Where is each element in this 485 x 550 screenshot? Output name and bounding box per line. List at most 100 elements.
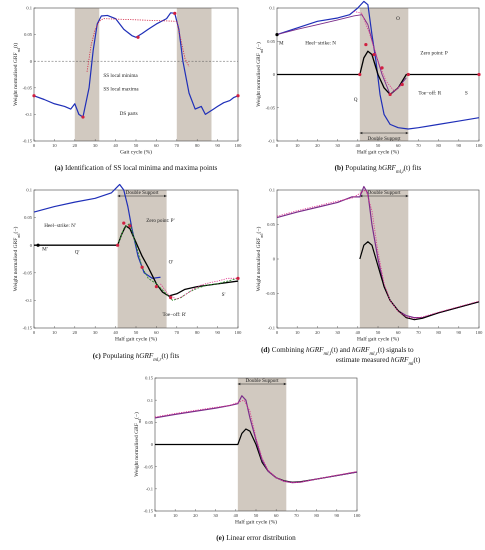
x-tick-label: 10 <box>173 513 178 518</box>
band-label: Double Support <box>246 378 280 384</box>
data-point <box>136 35 140 39</box>
data-point <box>380 66 384 70</box>
y-axis-label-sub: ml <box>137 418 142 423</box>
data-point <box>36 243 40 247</box>
caption-end3: (t) <box>413 356 420 364</box>
shaded-band <box>359 190 409 328</box>
caption-math3: hGRF <box>391 356 409 364</box>
x-tick-label: 60 <box>154 143 159 148</box>
series-line <box>154 399 358 484</box>
series-line <box>33 183 161 279</box>
data-point <box>236 276 240 280</box>
chart-panel-b: Double Support 0 10 20 30 40 50 60 70 80 90 100 -0.1… <box>255 0 483 175</box>
y-axis-label-main: Weight normalised GRF <box>256 238 262 292</box>
x-tick-label: 90 <box>335 513 340 518</box>
caption-text: Populating <box>103 352 136 360</box>
data-point <box>122 221 126 225</box>
x-tick-label: 10 <box>295 330 300 335</box>
x-axis-label: Half gait cycle (%) <box>357 149 399 156</box>
x-tick-label: 70 <box>294 513 299 518</box>
caption-end2: (t) signals to <box>378 346 414 354</box>
series-line <box>353 10 403 92</box>
y-axis-label: Weight normalised GRFml(t) <box>12 43 21 106</box>
data-point <box>81 115 85 119</box>
y-tick-label: 0.05 <box>145 420 154 425</box>
x-axis-label: Half gait cycle (%) <box>115 336 157 343</box>
x-tick-label: 20 <box>315 143 320 148</box>
caption-sub: ml,l <box>396 170 404 175</box>
caption-tag: (c) <box>93 352 102 360</box>
series-line <box>33 12 239 118</box>
y-tick-label: 0.05 <box>24 215 33 220</box>
annotation-label: Q <box>354 97 358 103</box>
y-tick-label: 0 <box>273 257 276 262</box>
x-tick-label: 80 <box>314 513 319 518</box>
caption-sub: ml,r <box>153 358 161 363</box>
x-tick-label: 30 <box>93 330 98 335</box>
panel-caption: (b) Populating hGRFml,l(t) fits <box>335 164 422 175</box>
x-tick-label: 0 <box>33 330 36 335</box>
x-tick-label: 90 <box>457 330 462 335</box>
x-tick-label: 30 <box>335 143 340 148</box>
series-line <box>160 277 238 300</box>
y-tick-label: -0.1 <box>25 298 32 303</box>
x-tick-label: 10 <box>52 143 57 148</box>
caption-tag: (a) <box>55 164 64 172</box>
data-point <box>275 33 279 37</box>
y-axis-label-sub: ml <box>259 48 264 53</box>
data-point <box>154 285 158 289</box>
series-line <box>277 50 479 96</box>
y-axis-label-main: Weight normalised GRF <box>13 238 19 292</box>
y-tick-label: 0 <box>273 72 276 77</box>
y-tick-label: 0 <box>30 243 33 248</box>
panel-caption: (c) Populating hGRFml,r(t) fits <box>93 352 180 363</box>
x-tick-label: 70 <box>175 143 180 148</box>
x-tick-label: 100 <box>235 143 243 148</box>
y-axis-label-main: Weight normalised GRF <box>256 53 262 107</box>
x-tick-label: 90 <box>457 143 462 148</box>
data-point <box>477 72 481 77</box>
annotation-label: S <box>465 90 468 96</box>
panel-caption: (d) Combining hGRFml,l(t) and hGRFml,r(t)… <box>261 346 414 357</box>
x-tick-label: 60 <box>274 513 279 518</box>
panel-caption: (a) Identification of SS local minima and… <box>55 164 218 172</box>
annotation-label: SS local minima <box>103 73 138 79</box>
y-tick-label: -0.05 <box>23 270 33 275</box>
y-tick-label: 0.15 <box>145 376 154 381</box>
annotation-label: Toe−off: R' <box>163 311 187 318</box>
shaded-band <box>117 190 167 328</box>
x-axis-label: Half gait cycle (%) <box>235 519 277 526</box>
y-axis-label-suffix: (−) <box>255 42 262 49</box>
x-tick-label: 80 <box>436 330 441 335</box>
x-tick-label: 30 <box>93 143 98 148</box>
series-line <box>276 14 407 95</box>
caption-tag: (b) <box>335 164 344 172</box>
y-axis-label-suffix: (t) <box>12 43 19 48</box>
y-tick-label: -0.1 <box>25 112 32 117</box>
caption-sub3: ml <box>408 362 414 367</box>
panel-caption-line2: estimate measured hGRFml(t) <box>336 356 421 367</box>
series-line <box>276 185 480 319</box>
x-tick-label: 30 <box>335 330 340 335</box>
caption-text: Populating <box>345 164 378 172</box>
caption-sub2: ml,r <box>370 352 378 357</box>
x-axis-label: Gait cycle (%) <box>120 149 152 156</box>
x-tick-label: 60 <box>396 143 401 148</box>
caption-line2: estimate measured <box>336 356 391 364</box>
caption-tag: (e) <box>216 534 225 542</box>
x-tick-label: 50 <box>254 513 259 518</box>
data-point <box>236 94 240 98</box>
data-point <box>400 82 404 87</box>
y-tick-label: -0.05 <box>266 291 276 296</box>
data-point <box>364 42 368 47</box>
annotation-label: Zero point: P' <box>146 218 174 224</box>
x-tick-label: 0 <box>154 513 157 518</box>
y-tick-label: -0.15 <box>23 139 33 144</box>
y-axis-label-main: Weight normalised GRF <box>13 52 19 106</box>
x-tick-label: 40 <box>234 513 239 518</box>
x-tick-label: 50 <box>134 330 139 335</box>
caption-math: hGRF <box>306 346 324 354</box>
data-point <box>140 265 144 269</box>
y-axis-label-sub: ml <box>16 47 21 52</box>
annotation-label: M' <box>42 247 48 253</box>
